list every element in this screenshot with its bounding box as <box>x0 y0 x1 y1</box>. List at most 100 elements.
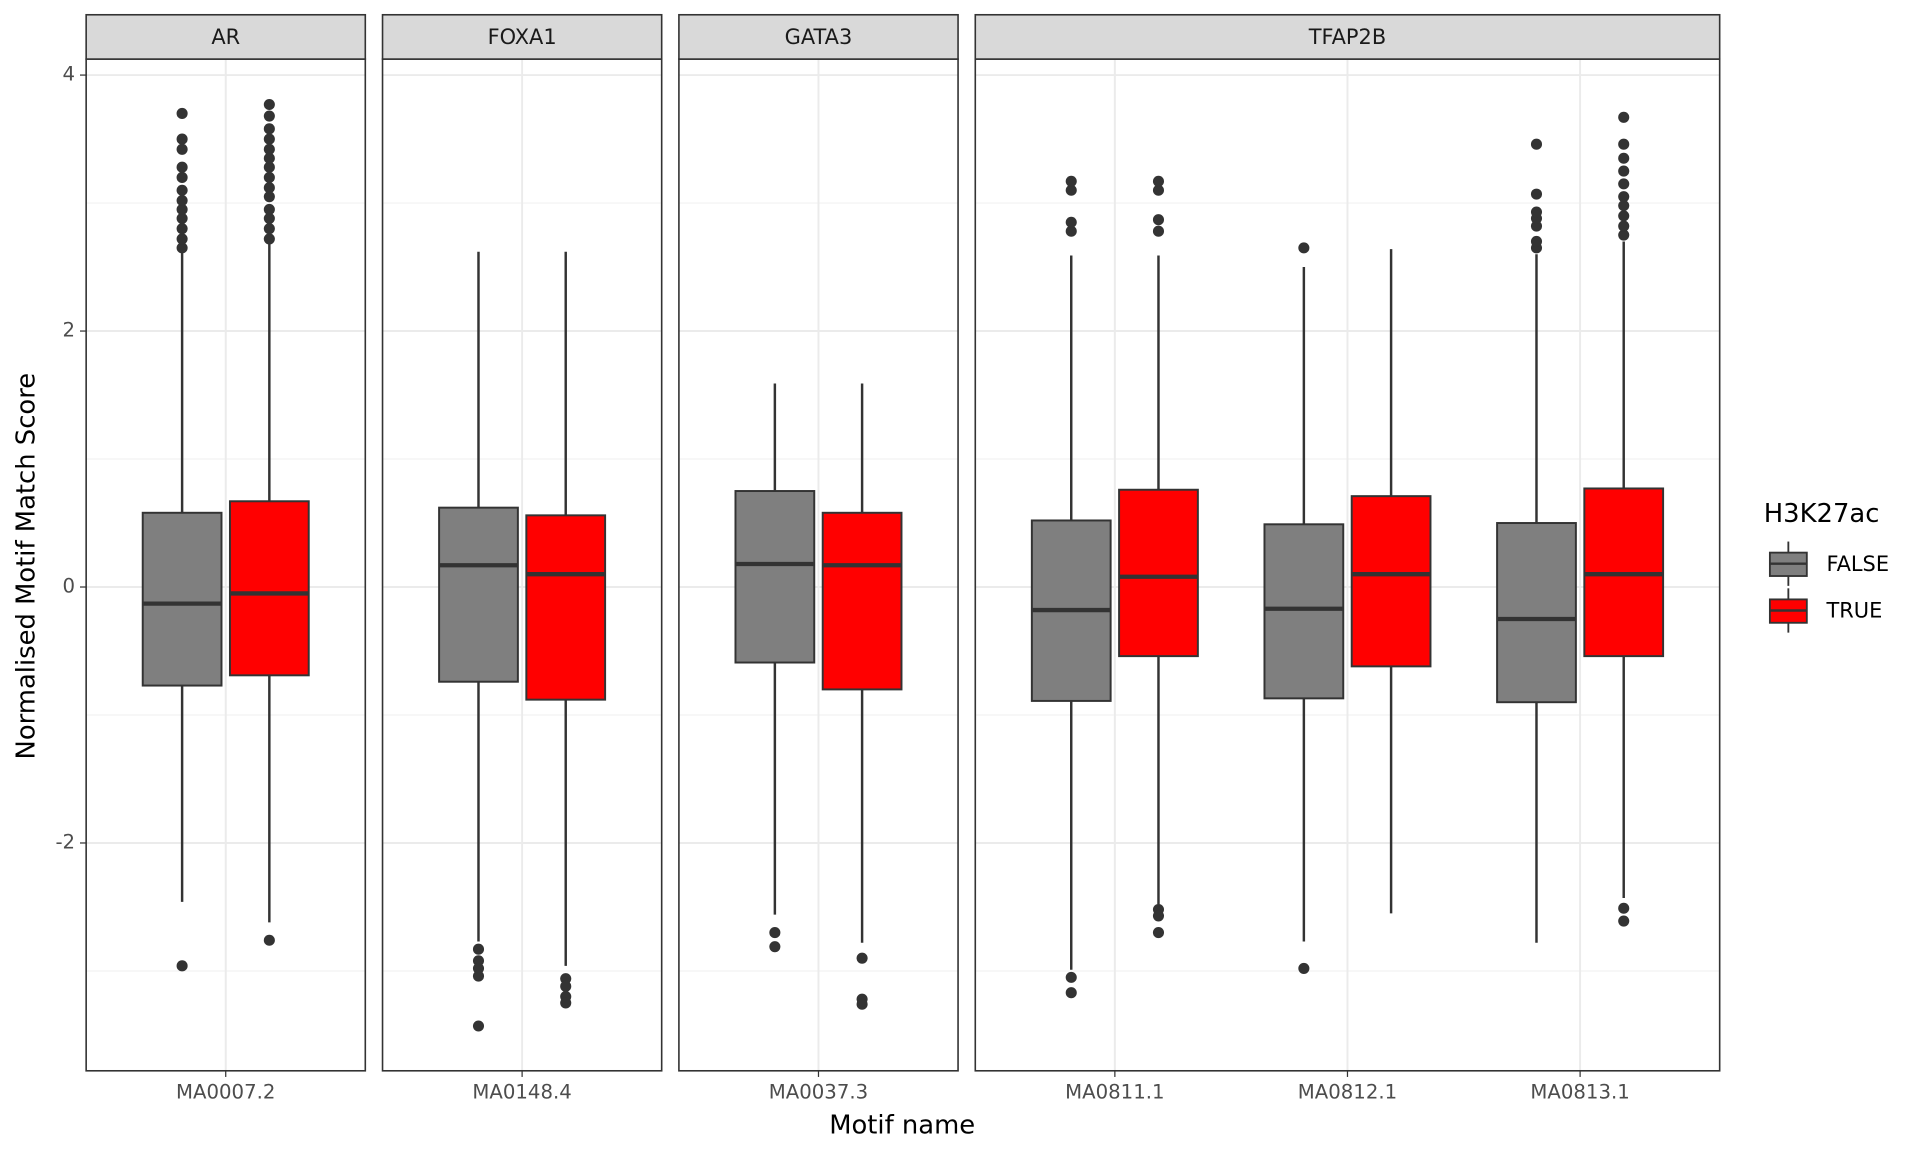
legend-title: H3K27ac <box>1764 499 1880 529</box>
outlier <box>176 161 188 173</box>
box-body <box>525 514 607 701</box>
outlier <box>1065 175 1077 187</box>
outlier <box>1530 188 1543 200</box>
box <box>525 251 607 1009</box>
outlier <box>1618 138 1630 150</box>
box <box>1496 138 1577 943</box>
outlier <box>263 223 275 235</box>
outlier <box>263 110 275 122</box>
outlier <box>1530 206 1543 218</box>
box <box>734 383 816 953</box>
box <box>438 251 519 1032</box>
outlier <box>769 941 781 953</box>
y-tick-label: 2 <box>63 319 76 342</box>
outlier <box>1618 165 1630 177</box>
strip-label: GATA3 <box>785 25 853 49</box>
outlier <box>560 973 572 985</box>
outlier <box>263 98 275 111</box>
outlier <box>1152 184 1165 196</box>
box <box>1583 111 1665 927</box>
outlier <box>1530 235 1543 247</box>
outlier <box>263 161 275 173</box>
outlier <box>176 171 188 184</box>
outlier <box>263 143 275 155</box>
outlier <box>263 123 275 135</box>
outlier <box>1618 210 1630 222</box>
strip <box>85 13 367 60</box>
strip <box>678 13 959 60</box>
box-body <box>1118 488 1199 658</box>
strip-label: FOXA1 <box>488 25 557 49</box>
outlier <box>1618 915 1630 927</box>
outlier <box>263 182 275 194</box>
box <box>1118 175 1199 939</box>
outlier <box>176 133 188 145</box>
outlier <box>472 962 485 974</box>
outlier <box>263 191 275 203</box>
box <box>1263 242 1345 974</box>
outlier <box>263 133 275 145</box>
outlier <box>1618 191 1630 203</box>
legend-label: TRUE <box>1826 599 1883 623</box>
strip-label: AR <box>211 25 240 49</box>
outlier <box>1618 152 1630 164</box>
outlier <box>263 152 275 164</box>
outlier <box>1618 220 1630 232</box>
box <box>1030 175 1112 999</box>
outlier <box>176 242 188 254</box>
x-tick-label: MA0813.1 <box>1530 1080 1629 1103</box>
legend-label: FALSE <box>1827 552 1890 576</box>
outlier <box>1298 962 1310 974</box>
x-tick-label: MA0037.3 <box>769 1080 868 1103</box>
box-body <box>734 490 816 664</box>
y-tick-label: -2 <box>55 830 75 853</box>
x-axis-title: Motif name <box>829 1111 975 1141</box>
box <box>141 107 223 972</box>
outlier <box>176 223 188 235</box>
outlier <box>856 952 868 964</box>
outlier <box>1152 225 1165 237</box>
outlier <box>769 927 781 939</box>
outlier <box>1530 138 1543 150</box>
outlier <box>176 107 188 120</box>
x-tick-label: MA0811.1 <box>1065 1080 1164 1103</box>
outlier <box>1152 910 1165 922</box>
box <box>1350 249 1432 914</box>
outlier <box>1530 220 1543 232</box>
outlier <box>263 212 275 224</box>
y-tick-label: 4 <box>63 63 76 86</box>
outlier <box>1152 175 1165 187</box>
outlier <box>263 171 275 184</box>
outlier <box>1618 111 1630 123</box>
outlier <box>1065 225 1077 237</box>
plot: Normalised Motif Match Score Motif name … <box>12 13 1890 1141</box>
outlier <box>1065 184 1077 196</box>
box-body <box>1350 495 1432 668</box>
strip-label: TFAP2B <box>1308 25 1386 49</box>
y-tick-label: 0 <box>63 575 76 598</box>
outlier <box>1618 902 1630 914</box>
outlier <box>472 1020 485 1032</box>
outlier <box>263 233 275 245</box>
outlier <box>1618 178 1630 190</box>
outlier <box>176 184 188 196</box>
outlier <box>176 212 188 224</box>
outlier <box>472 955 485 967</box>
outlier <box>472 970 485 982</box>
outlier <box>176 194 188 207</box>
outlier <box>1618 229 1630 241</box>
outlier <box>1065 216 1077 228</box>
outlier <box>1618 200 1630 212</box>
outlier <box>1065 971 1077 983</box>
x-tick-label: MA0148.4 <box>472 1080 571 1103</box>
outlier <box>1152 214 1165 226</box>
box-body <box>1263 523 1345 700</box>
outlier <box>263 934 275 946</box>
strip <box>381 13 663 60</box>
box-body <box>1496 522 1577 704</box>
box <box>228 98 310 946</box>
box-body <box>438 506 519 683</box>
outlier <box>1065 987 1077 999</box>
box <box>821 383 903 1010</box>
